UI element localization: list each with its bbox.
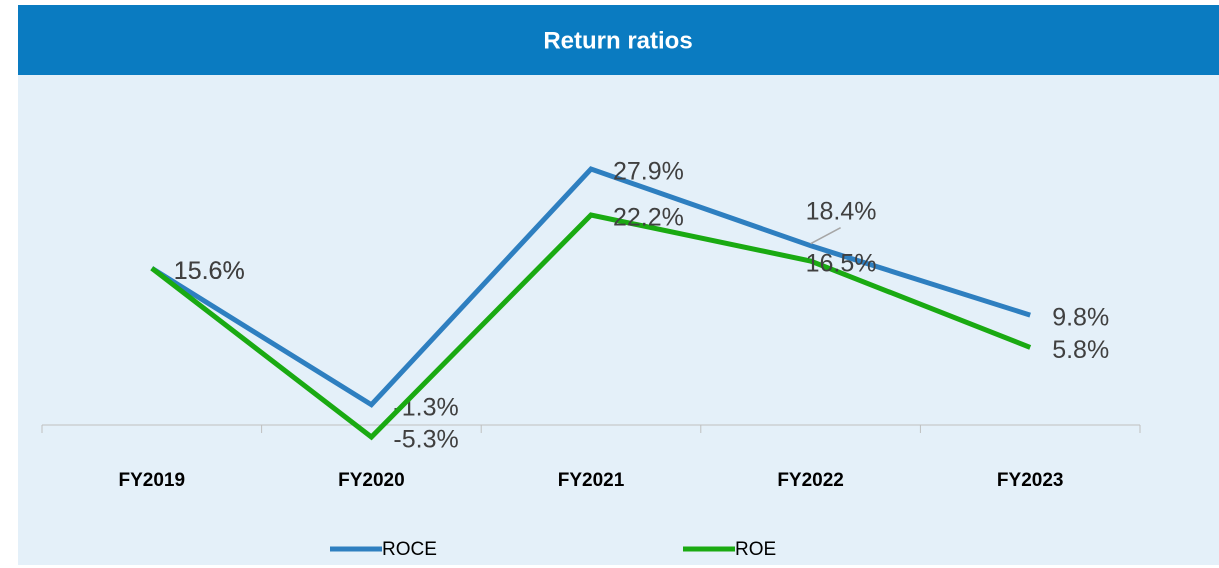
leader-line bbox=[810, 227, 841, 245]
plot-background bbox=[18, 75, 1219, 565]
data-label: 16.5% bbox=[806, 250, 877, 278]
x-tick-label: FY2022 bbox=[777, 470, 844, 491]
data-label: 22.2% bbox=[613, 204, 684, 232]
data-label: -5.3% bbox=[393, 426, 458, 454]
x-tick-label: FY2023 bbox=[997, 470, 1064, 491]
x-tick-label: FY2021 bbox=[558, 470, 625, 491]
data-label: 18.4% bbox=[806, 197, 877, 225]
x-tick-label: FY2019 bbox=[119, 470, 186, 491]
data-label: 9.8% bbox=[1052, 304, 1109, 332]
title-bar bbox=[18, 5, 1219, 75]
chart-title: Return ratios bbox=[543, 27, 692, 54]
line bbox=[150, 212, 1032, 441]
data-label: 15.6% bbox=[174, 257, 245, 285]
line bbox=[150, 166, 1031, 408]
data-label: 5.8% bbox=[1052, 336, 1109, 364]
legend-label: ROCE bbox=[382, 539, 437, 560]
data-label: -1.3% bbox=[393, 393, 458, 421]
x-tick-label: FY2020 bbox=[338, 470, 405, 491]
data-label: 15.6% bbox=[174, 257, 245, 285]
data-label: 27.9% bbox=[613, 158, 684, 186]
legend-label: ROE bbox=[735, 539, 776, 560]
